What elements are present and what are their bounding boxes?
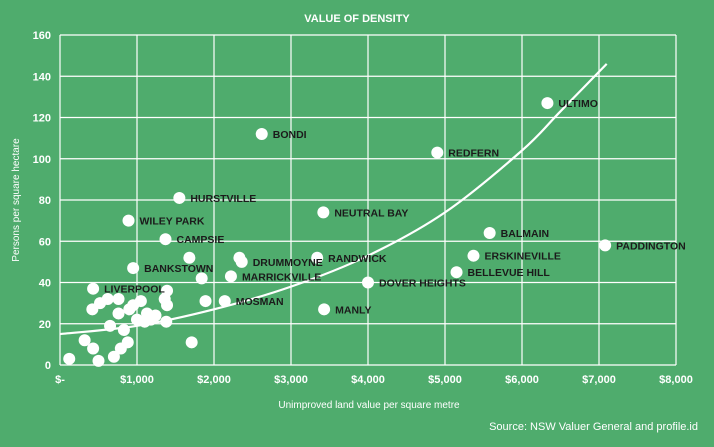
point-label-wiley-park: WILEY PARK [140, 216, 205, 228]
data-point-24 [160, 315, 173, 328]
x-tick-label-3: $3,000 [274, 374, 308, 386]
data-point-22 [149, 309, 162, 322]
point-label-erskineville: ERSKINEVILLE [484, 251, 560, 263]
y-tick-label-2: 40 [39, 278, 51, 290]
source-note: Source: NSW Valuer General and profile.i… [489, 421, 698, 433]
point-label-redfern: REDFERN [448, 148, 499, 160]
data-point-marrickville [224, 270, 237, 283]
x-tick-label-5: $5,000 [428, 374, 462, 386]
data-point-wiley-park [122, 214, 135, 227]
x-tick-label-4: $4,000 [351, 374, 385, 386]
data-point-ultimo [541, 97, 554, 110]
y-axis-label: Persons per square hectare [11, 138, 22, 262]
chart-title: VALUE OF DENSITY [304, 13, 410, 25]
point-label-liverpool: LIVERPOOL [104, 284, 165, 296]
data-point-29 [195, 272, 208, 285]
x-tick-label-1: $1,000 [120, 374, 154, 386]
x-tick-label-7: $7,000 [582, 374, 616, 386]
data-point-bellevue-hill [450, 266, 463, 279]
point-label-bondi: BONDI [273, 129, 307, 141]
data-point-neutral-bay [317, 206, 330, 219]
point-label-ultimo: ULTIMO [558, 98, 597, 110]
data-point-paddington [599, 239, 612, 252]
point-label-neutral-bay: NEUTRAL BAY [334, 207, 408, 219]
data-point-dover-heights [362, 276, 374, 289]
y-tick-label-4: 80 [39, 195, 51, 207]
data-point-30 [199, 295, 212, 308]
data-point-3 [87, 342, 100, 355]
data-point-10 [112, 293, 125, 305]
point-label-paddington: PADDINGTON [616, 240, 686, 252]
data-point-bankstown [127, 262, 140, 275]
data-point-27 [183, 251, 196, 264]
data-point-redfern [431, 146, 444, 159]
y-tick-label-8: 160 [33, 30, 51, 42]
data-point-7 [101, 293, 114, 305]
data-point-hurstville [173, 191, 186, 204]
data-point-11 [112, 307, 125, 320]
point-label-manly: MANLY [335, 304, 371, 316]
y-tick-label-6: 120 [33, 113, 51, 125]
x-axis-ticks: $- $1,000 $2,000 $3,000 $4,000 $5,000 $6,000 $7… [55, 374, 693, 386]
data-point-13 [117, 323, 130, 336]
y-tick-label-5: 100 [33, 154, 51, 166]
data-point-balmain [483, 227, 496, 239]
y-tick-label-7: 140 [33, 71, 51, 83]
point-labels: ULTIMO BONDI REDFERN HURSTVILLE NEUTRAL BAY W… [104, 98, 686, 316]
data-point-campsie [159, 233, 172, 246]
point-label-dover-heights: DOVER HEIGHTS [379, 278, 466, 290]
point-label-campsie: CAMPSIE [176, 234, 224, 246]
data-point-28 [185, 336, 198, 349]
data-point-drummoyne [235, 255, 248, 268]
data-point-erskineville [467, 249, 480, 262]
point-label-randwick: RANDWICK [328, 253, 387, 265]
y-tick-label-0: 0 [45, 360, 51, 372]
y-tick-label-3: 60 [39, 236, 51, 248]
data-point-14 [121, 336, 134, 349]
y-tick-label-1: 20 [39, 319, 51, 331]
data-points [63, 97, 612, 367]
x-tick-label-8: $8,000 [659, 374, 693, 386]
point-label-bellevue-hill: BELLEVUE HILL [468, 267, 551, 279]
x-axis-label: Unimproved land value per square metre [278, 400, 460, 411]
y-axis-ticks: 0 20 40 60 80 100 120 140 160 [33, 30, 51, 372]
data-point-randwick [311, 251, 324, 264]
point-label-drummoyne: DRUMMOYNE [253, 257, 323, 269]
data-point-4 [92, 354, 105, 367]
data-point-18 [134, 295, 147, 308]
data-point-manly [318, 303, 331, 316]
data-point-1 [63, 352, 76, 365]
point-label-balmain: BALMAIN [501, 228, 549, 240]
data-point-mosman [218, 295, 231, 308]
data-point-9 [107, 350, 120, 363]
data-point-8 [104, 319, 117, 332]
point-label-marrickville: MARRICKVILLE [242, 271, 321, 283]
point-label-hurstville: HURSTVILLE [190, 193, 256, 205]
data-point-2 [78, 334, 91, 347]
point-label-mosman: MOSMAN [236, 296, 284, 308]
point-label-bankstown: BANKSTOWN [144, 263, 213, 275]
data-point-liverpool [87, 282, 100, 295]
x-tick-label-2: $2,000 [197, 374, 231, 386]
data-point-26 [161, 284, 174, 297]
data-point-25 [161, 299, 174, 312]
data-point-bondi [255, 128, 268, 140]
x-tick-label-0: $- [55, 374, 65, 386]
x-tick-label-6: $6,000 [505, 374, 539, 386]
